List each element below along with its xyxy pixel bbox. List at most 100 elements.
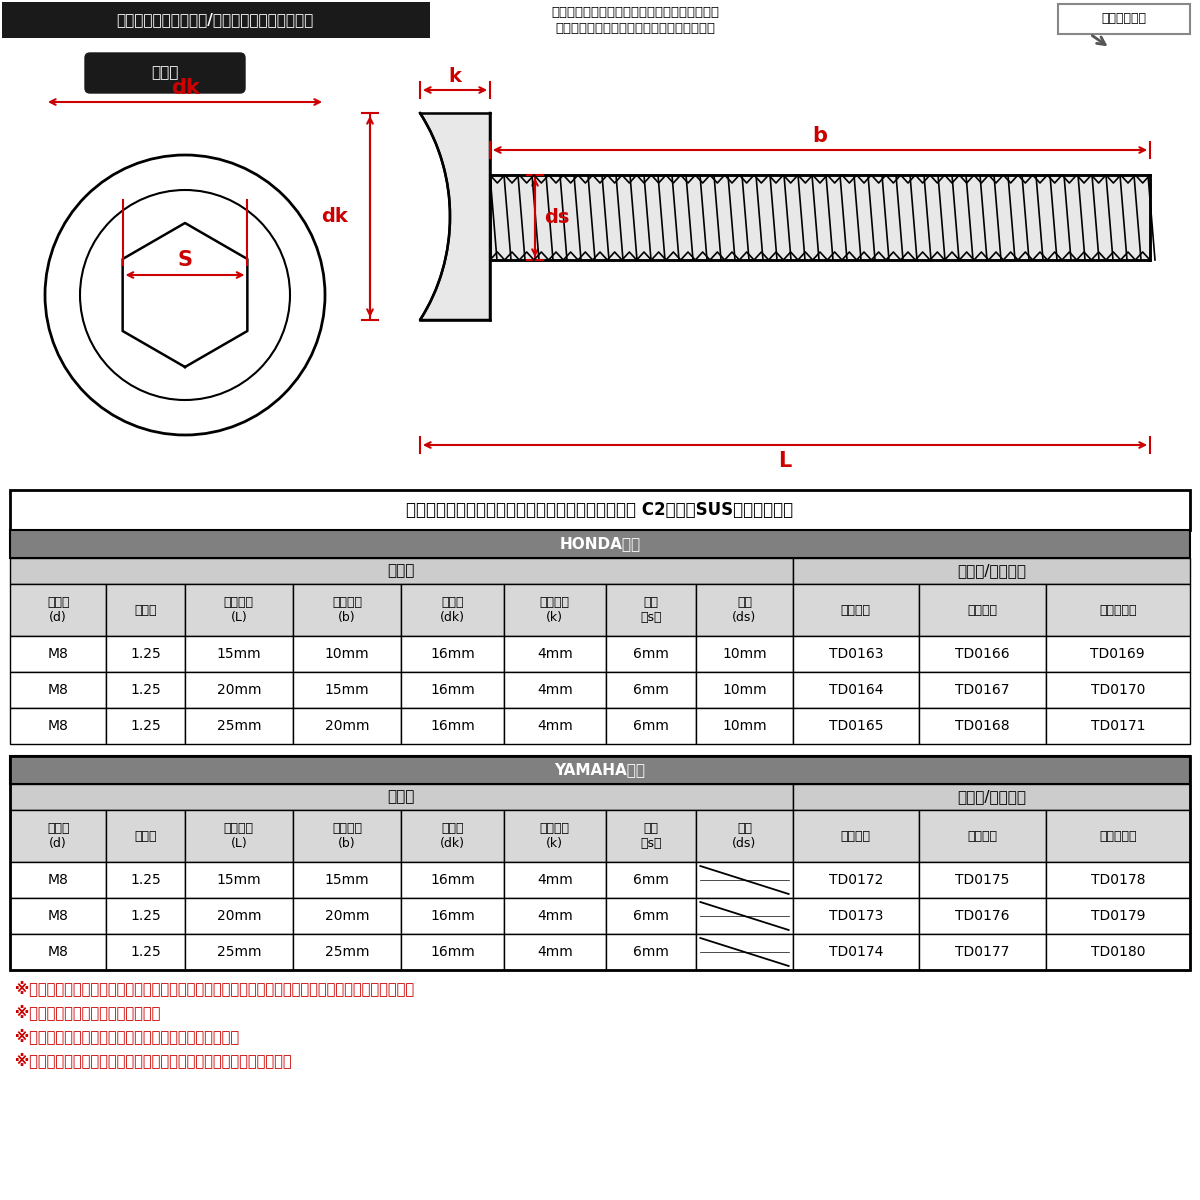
Bar xyxy=(401,862,504,898)
Bar xyxy=(793,708,919,744)
Text: YAMAHA車用: YAMAHA車用 xyxy=(554,762,646,778)
Bar xyxy=(10,672,107,708)
Bar xyxy=(185,584,293,636)
Bar xyxy=(10,898,107,934)
Text: TD0171: TD0171 xyxy=(1091,719,1145,733)
Bar xyxy=(10,810,107,862)
Text: k: k xyxy=(449,66,462,85)
Bar xyxy=(10,530,1190,558)
Bar xyxy=(107,708,185,744)
Bar xyxy=(293,862,401,898)
Bar xyxy=(919,584,1045,636)
Text: 1.25: 1.25 xyxy=(130,719,161,733)
Text: 10mm: 10mm xyxy=(722,647,767,661)
Bar xyxy=(696,810,793,862)
Text: 16mm: 16mm xyxy=(430,719,475,733)
Bar xyxy=(606,898,696,934)
Text: 呼び径
(d): 呼び径 (d) xyxy=(47,596,70,624)
Text: TD0174: TD0174 xyxy=(829,946,883,959)
Text: シルバー: シルバー xyxy=(841,829,871,842)
Bar xyxy=(696,862,793,898)
Bar xyxy=(696,934,793,970)
Text: 25mm: 25mm xyxy=(325,946,370,959)
Text: 1.25: 1.25 xyxy=(130,683,161,697)
Text: 16mm: 16mm xyxy=(430,946,475,959)
Bar xyxy=(107,810,185,862)
Bar xyxy=(504,934,606,970)
Text: 25mm: 25mm xyxy=(216,719,262,733)
Bar xyxy=(919,898,1045,934)
Bar xyxy=(793,558,1190,584)
Text: 10mm: 10mm xyxy=(722,719,767,733)
Text: S: S xyxy=(178,250,192,270)
Text: ディスクローターボルト【デザインヘッドフラット C2】　（SUSステンレス）: ディスクローターボルト【デザインヘッドフラット C2】 （SUSステンレス） xyxy=(407,502,793,518)
Text: 頭部高さ
(k): 頭部高さ (k) xyxy=(540,822,570,850)
Bar xyxy=(401,898,504,934)
Bar xyxy=(1045,636,1190,672)
Bar xyxy=(185,810,293,862)
Text: 1.25: 1.25 xyxy=(130,910,161,923)
Bar xyxy=(793,584,919,636)
Bar xyxy=(2,2,430,38)
Bar xyxy=(293,672,401,708)
Text: カラー/当店品番: カラー/当店品番 xyxy=(956,564,1026,578)
Text: TD0167: TD0167 xyxy=(955,683,1009,697)
Text: 4mm: 4mm xyxy=(536,647,572,661)
Text: 軸径
(ds): 軸径 (ds) xyxy=(732,596,757,624)
Bar xyxy=(107,934,185,970)
Text: 15mm: 15mm xyxy=(216,874,262,887)
Text: 6mm: 6mm xyxy=(634,683,670,697)
Bar xyxy=(1045,934,1190,970)
Text: ds: ds xyxy=(545,208,570,227)
Bar xyxy=(919,708,1045,744)
Text: 平径
（s）: 平径 （s） xyxy=(641,596,662,624)
Bar xyxy=(401,584,504,636)
Text: M8: M8 xyxy=(48,874,68,887)
Bar xyxy=(185,672,293,708)
Text: TD0172: TD0172 xyxy=(829,874,883,887)
Polygon shape xyxy=(420,113,490,320)
Text: 4mm: 4mm xyxy=(536,874,572,887)
Bar xyxy=(793,636,919,672)
Text: 呼び長さ
(L): 呼び長さ (L) xyxy=(223,822,253,850)
Text: ラインアップ（カラー/サイズ品番一覧表共通）: ラインアップ（カラー/サイズ品番一覧表共通） xyxy=(116,12,313,28)
Text: M8: M8 xyxy=(48,719,68,733)
Text: 頭部径
(dk): 頭部径 (dk) xyxy=(440,822,466,850)
Bar xyxy=(185,708,293,744)
Text: TD0178: TD0178 xyxy=(1091,874,1145,887)
Text: ピッチ: ピッチ xyxy=(134,829,157,842)
Text: TD0169: TD0169 xyxy=(1091,647,1145,661)
Bar xyxy=(696,898,793,934)
Text: TD0179: TD0179 xyxy=(1091,910,1145,923)
Text: M8: M8 xyxy=(48,683,68,697)
Bar xyxy=(919,810,1045,862)
Text: 15mm: 15mm xyxy=(325,874,370,887)
Bar xyxy=(919,934,1045,970)
Text: 頭部径
(dk): 頭部径 (dk) xyxy=(440,596,466,624)
Bar xyxy=(293,584,401,636)
Bar xyxy=(10,708,107,744)
Bar xyxy=(606,810,696,862)
Bar xyxy=(185,934,293,970)
Text: 頭部高さ
(k): 頭部高さ (k) xyxy=(540,596,570,624)
Bar xyxy=(919,862,1045,898)
Text: 軸径
(ds): 軸径 (ds) xyxy=(732,822,757,850)
Text: 焼きチタン: 焼きチタン xyxy=(1099,604,1136,617)
Bar xyxy=(10,934,107,970)
Text: 16mm: 16mm xyxy=(430,910,475,923)
Bar xyxy=(401,810,504,862)
Text: TD0166: TD0166 xyxy=(955,647,1009,661)
Bar xyxy=(793,672,919,708)
Text: ※個体差により着色が異なります。: ※個体差により着色が異なります。 xyxy=(14,1004,161,1020)
Text: 6mm: 6mm xyxy=(634,719,670,733)
Bar xyxy=(293,810,401,862)
Text: ストア内検索: ストア内検索 xyxy=(1102,12,1146,25)
Bar xyxy=(1058,4,1190,34)
Bar xyxy=(504,810,606,862)
Text: 6mm: 6mm xyxy=(634,647,670,661)
Text: お探しの商品に素早くアクセスが出来ます。: お探しの商品に素早くアクセスが出来ます。 xyxy=(554,22,715,35)
Text: 4mm: 4mm xyxy=(536,719,572,733)
Bar xyxy=(185,898,293,934)
Bar xyxy=(1045,862,1190,898)
Text: 4mm: 4mm xyxy=(536,683,572,697)
